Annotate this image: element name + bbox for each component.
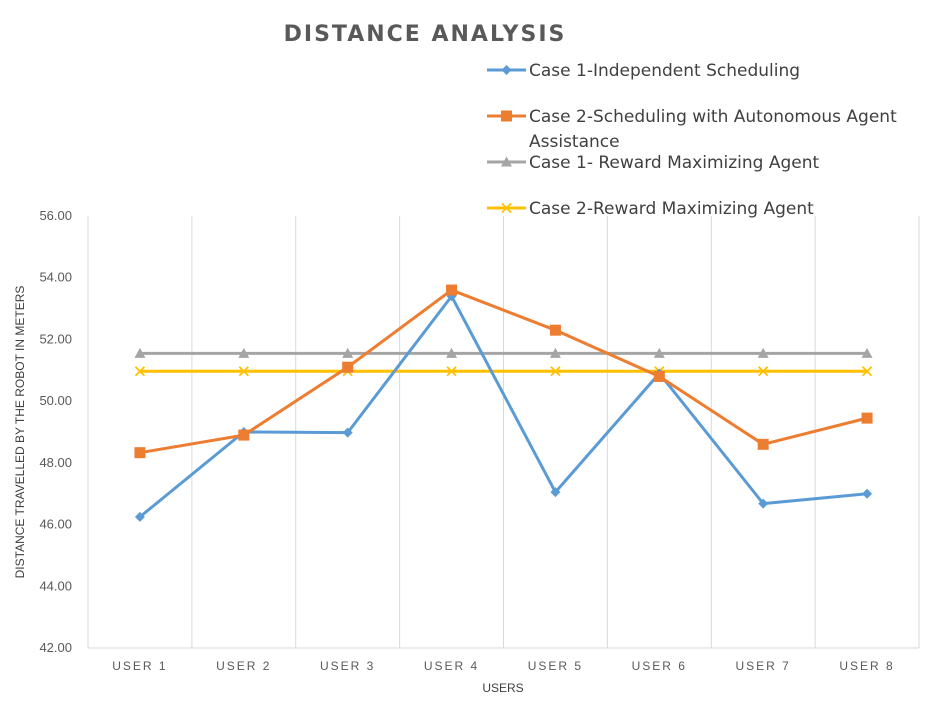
y-tick-label: 56.00	[39, 208, 72, 223]
data-point-square	[861, 412, 873, 424]
data-point-x	[758, 366, 769, 377]
data-point-triangle	[342, 347, 354, 358]
legend: Case 1-Independent Scheduling Case 2-Sche…	[487, 61, 897, 219]
grid-lines	[87, 216, 920, 649]
x-axis-ticks: USER 1 USER 2 USER 3 USER 4 USER 5 USER 6 USER…	[112, 659, 894, 673]
legend-item-3: Case 1- Reward Maximizing Agent	[487, 153, 819, 173]
legend-marker-triangle	[501, 156, 512, 167]
x-tick-label: USER 2	[216, 659, 271, 673]
data-point-triangle	[861, 347, 873, 358]
x-tick-label: USER 8	[839, 659, 894, 673]
data-point-triangle	[757, 347, 769, 358]
data-point-square	[653, 370, 665, 382]
legend-label: Case 1- Reward Maximizing Agent	[529, 153, 819, 173]
series-line-2	[139, 288, 868, 455]
x-tick-label: USER 3	[320, 659, 375, 673]
y-tick-label: 48.00	[39, 455, 72, 470]
data-point-square	[238, 429, 250, 441]
y-tick-label: 50.00	[39, 393, 72, 408]
legend-marker-square	[501, 110, 512, 122]
legend-item-1: Case 1-Independent Scheduling	[487, 61, 800, 81]
data-point-x	[550, 366, 561, 377]
data-point-triangle	[238, 347, 250, 358]
x-tick-label: USER 5	[528, 659, 583, 673]
legend-label: Case 2-Scheduling with Autonomous Agent	[529, 107, 897, 127]
data-point-triangle	[134, 347, 146, 358]
y-axis-ticks: 42.00 44.00 46.00 48.00 50.00 52.00 54.00 56.00	[39, 208, 72, 655]
data-point-square	[446, 284, 458, 296]
series-lines	[134, 284, 873, 522]
data-point-triangle	[653, 347, 665, 358]
x-tick-label: USER 1	[112, 659, 167, 673]
data-point-x	[861, 366, 873, 377]
x-axis-label: USERS	[482, 681, 523, 695]
series-3	[134, 347, 873, 358]
data-point-square	[134, 447, 146, 459]
data-point-square	[342, 361, 354, 373]
legend-marker-x	[501, 202, 512, 214]
x-tick-label: USER 6	[632, 659, 687, 673]
data-point-square	[757, 438, 769, 450]
series-2	[134, 284, 873, 459]
x-tick-label: USER 4	[424, 659, 479, 673]
data-point-diamond	[134, 511, 145, 522]
data-point-triangle	[446, 347, 458, 358]
series-line-1	[138, 294, 868, 519]
data-point-triangle	[549, 347, 561, 358]
data-point-diamond	[758, 498, 769, 509]
y-tick-label: 54.00	[39, 270, 72, 285]
legend-item-2: Case 2-Scheduling with Autonomous Agent A…	[487, 107, 897, 152]
y-tick-label: 46.00	[39, 517, 72, 532]
y-axis-label: DISTANCE TRAVELLED BY THE ROBOT IN METER…	[13, 286, 27, 579]
legend-label: Assistance	[529, 132, 620, 152]
data-point-diamond	[550, 487, 561, 498]
data-point-x	[238, 366, 249, 377]
data-point-x	[134, 366, 146, 377]
y-tick-label: 42.00	[39, 640, 72, 655]
legend-marker-diamond	[501, 65, 512, 75]
data-point-diamond	[862, 488, 873, 499]
y-tick-label: 44.00	[39, 578, 72, 593]
legend-label: Case 1-Independent Scheduling	[529, 61, 800, 81]
y-tick-label: 52.00	[39, 331, 72, 346]
x-tick-label: USER 7	[736, 659, 791, 673]
data-point-diamond	[342, 427, 353, 438]
legend-label: Case 2-Reward Maximizing Agent	[529, 199, 814, 219]
legend-item-4: Case 2-Reward Maximizing Agent	[487, 199, 814, 219]
data-point-x	[446, 366, 457, 377]
data-point-square	[549, 324, 561, 336]
chart-title: DISTANCE ANALYSIS	[284, 22, 567, 47]
